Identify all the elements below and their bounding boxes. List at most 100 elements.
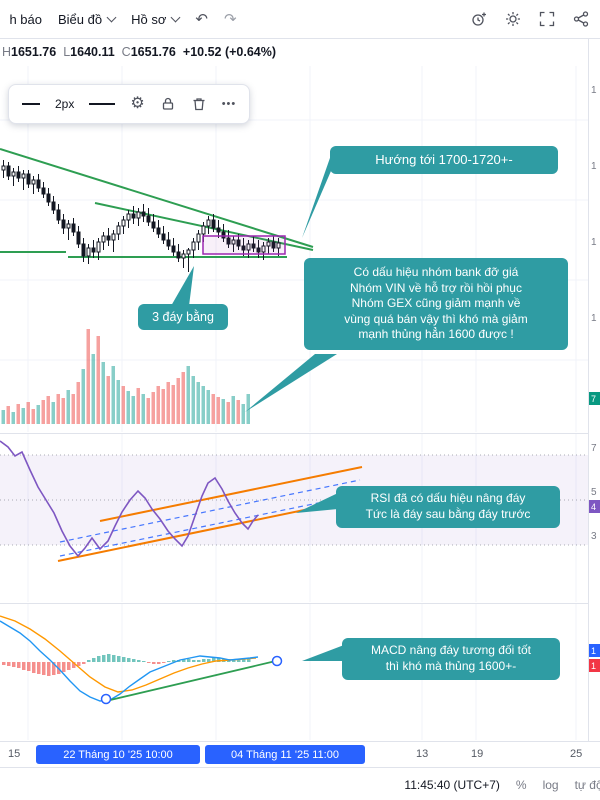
rsi-dashed-channel-0[interactable] [59,479,361,543]
callout-line: mạnh thủng hẳn 1600 được ! [358,327,514,342]
callout-triple-bottom[interactable]: 3 đáy bằng [138,304,228,330]
chevron-down-icon [106,12,117,22]
percent-scale-button[interactable]: % [515,777,527,792]
callout-line: Tức là đáy sau bằng đáy trước [365,507,531,521]
time-tick-15: 15 [8,748,21,760]
panel-separator[interactable] [0,603,588,604]
price-tick: 3 [591,531,597,542]
callout-tail [302,155,331,238]
drawing-toolbar: 2px ⚙ ••• [8,84,251,124]
lock-icon [162,97,173,110]
macd-signal-line [0,615,257,693]
callout-tail [245,354,337,412]
high-label: H [2,45,12,59]
value-tag: 7 [589,392,600,405]
line-color-swatch[interactable] [22,103,40,105]
candlesticks [1,160,281,272]
time-tick-13: 13 [416,748,429,760]
callout-tail [302,645,344,661]
value-tag: 4 [589,500,600,513]
callout-support-note[interactable]: Có dấu hiệu nhóm bank đỡ giá Nhóm VIN về… [304,258,568,350]
callout-line: Nhóm GEX cũng giảm mạnh về [351,296,521,311]
alert-clock-plus-icon [472,12,486,26]
close-value: 1651.76 [130,45,176,59]
menu-profile-label: Hồ sơ [131,11,167,27]
callout-price-target-text: Hướng tới 1700-1720+- [375,151,513,167]
volume-bars [1,329,250,424]
price-tick: 7 [591,443,597,454]
price-tick: 1 [591,313,597,324]
top-toolbar: Cảnh báo Biểu đồ Hồ sơ ↶ ↷ [0,0,600,39]
more-options-button[interactable]: ••• [221,98,237,110]
anchor-circle[interactable] [271,655,283,667]
redo-button[interactable]: ↷ [223,10,237,28]
callout-tail [171,266,194,306]
time-tick-25: 25 [570,748,583,760]
line-style-swatch[interactable] [89,103,116,105]
price-tick: 1 [591,85,597,96]
delete-drawing-button[interactable] [191,96,207,112]
close-label: C [121,45,131,59]
panel-separator[interactable] [0,433,588,434]
time-axis[interactable]: 15 22 Tháng 10 '25 10:00 04 Tháng 11 '25… [0,741,600,768]
macd-trendline[interactable] [105,659,281,702]
low-value: 1640.11 [70,45,115,59]
callout-triple-bottom-text: 3 đáy bằng [152,309,214,324]
callout-line: Có dấu hiệu nhóm bank đỡ giá [353,265,519,279]
macd-panel-svg[interactable] [0,604,588,740]
callout-line: MACD nâng đáy tương đối tốt [371,643,531,658]
range-start-label[interactable]: 22 Tháng 10 '25 10:00 [36,745,200,764]
rsi-orange-channel-1[interactable] [99,466,363,522]
menu-chart[interactable]: Biểu đồ [58,11,117,27]
callout-line: RSI đã có dấu hiệu nâng đáy [370,491,526,506]
value-tag: 1 [589,644,600,657]
share-icon [573,11,589,27]
low-label: L [63,45,71,59]
undo-button[interactable]: ↶ [195,10,208,28]
auto-scale-button[interactable]: tự động [574,777,600,792]
session-clock: 11:45:40 (UTC+7) [404,777,500,792]
value-tag: 1 [589,659,600,672]
callout-line: vùng quá bán vậy thì khó mà giảm [344,311,528,326]
log-scale-button[interactable]: log [542,777,559,792]
menu-alerts-label: Cảnh báo [10,11,42,27]
time-tick-19: 19 [471,748,484,760]
price-tick: 1 [591,161,597,172]
trendline-0[interactable] [0,148,314,248]
anchor-circle[interactable] [100,693,112,705]
menu-alerts[interactable]: Cảnh báo [10,12,42,27]
price-scale[interactable]: 1 1 1 1 7 7 5 3 4 1 1 [588,38,600,741]
add-alert-button[interactable] [470,10,488,28]
callout-line: Nhóm VIN về hỗ trợ rồi hồi phục [350,280,522,295]
gear-icon [506,12,520,26]
high-value: 1651.76 [11,45,57,59]
chevron-down-icon [170,12,181,22]
settings-button[interactable] [504,10,522,28]
callout-rsi-note[interactable]: RSI đã có dấu hiệu nâng đáy Tức là đáy s… [336,486,560,528]
macd-line [0,620,259,702]
menu-chart-label: Biểu đồ [58,11,103,27]
trash-icon [193,98,205,111]
range-end-label[interactable]: 04 Tháng 11 '25 11:00 [205,745,365,764]
highlight-box[interactable] [202,235,286,255]
callout-tail [296,493,338,513]
fullscreen-button[interactable] [538,10,556,28]
callout-macd-note[interactable]: MACD nâng đáy tương đối tốt thì khó mà t… [342,638,560,680]
status-bar: 11:45:40 (UTC+7) % log tự động [0,767,600,800]
callout-line: thì khó mà thủng 1600+- [385,659,517,673]
menu-profile[interactable]: Hồ sơ [131,11,181,27]
macd-histogram [2,654,251,676]
change-value: +10.52 (+0.64%) [182,45,277,59]
lock-drawing-button[interactable] [160,96,176,112]
ohlc-legend: H1651.76 L1640.11 C1651.76 +10.52 (+0.64… [2,40,276,64]
rsi-dashed-channel-1[interactable] [59,502,319,557]
callout-price-target[interactable]: Hướng tới 1700-1720+- [330,146,558,174]
share-button[interactable] [572,10,590,28]
rsi-line [0,440,259,558]
fullscreen-icon [539,11,555,27]
price-tick: 5 [591,487,597,498]
drawing-settings-button[interactable]: ⚙ [130,95,145,112]
main-chart-svg[interactable] [0,66,588,432]
line-width-label[interactable]: 2px [55,97,75,111]
